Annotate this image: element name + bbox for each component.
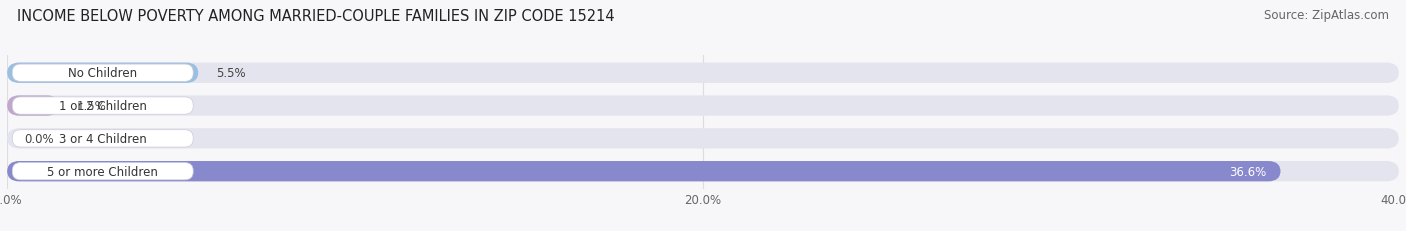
FancyBboxPatch shape: [13, 97, 193, 115]
Text: 5 or more Children: 5 or more Children: [48, 165, 157, 178]
FancyBboxPatch shape: [13, 65, 193, 82]
Text: 1 or 2 Children: 1 or 2 Children: [59, 100, 146, 112]
FancyBboxPatch shape: [13, 130, 193, 147]
Text: 5.5%: 5.5%: [217, 67, 246, 80]
Text: Source: ZipAtlas.com: Source: ZipAtlas.com: [1264, 9, 1389, 22]
FancyBboxPatch shape: [7, 161, 1281, 182]
Text: INCOME BELOW POVERTY AMONG MARRIED-COUPLE FAMILIES IN ZIP CODE 15214: INCOME BELOW POVERTY AMONG MARRIED-COUPL…: [17, 9, 614, 24]
Text: 1.5%: 1.5%: [77, 100, 107, 112]
FancyBboxPatch shape: [7, 129, 1399, 149]
Text: 0.0%: 0.0%: [24, 132, 53, 145]
Text: 3 or 4 Children: 3 or 4 Children: [59, 132, 146, 145]
FancyBboxPatch shape: [7, 161, 1399, 182]
Text: No Children: No Children: [67, 67, 138, 80]
Text: 36.6%: 36.6%: [1229, 165, 1267, 178]
FancyBboxPatch shape: [7, 96, 1399, 116]
FancyBboxPatch shape: [7, 96, 59, 116]
FancyBboxPatch shape: [13, 163, 193, 180]
FancyBboxPatch shape: [7, 63, 198, 84]
FancyBboxPatch shape: [7, 63, 1399, 84]
